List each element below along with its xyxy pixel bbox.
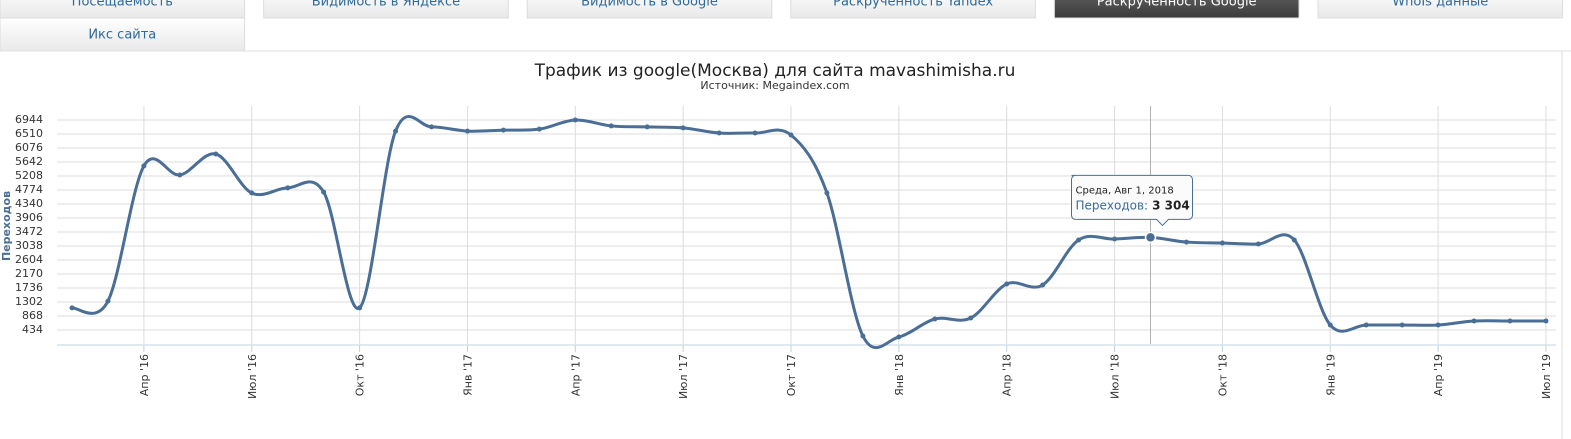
tab[interactable] (1053, 0, 1300, 19)
y-tick-label: 5642 (15, 155, 43, 168)
point[interactable] (321, 189, 327, 195)
x-tick-label: Янв '18 (893, 354, 906, 396)
point[interactable] (1327, 322, 1333, 328)
y-tick-label: 3906 (15, 211, 43, 224)
point[interactable] (429, 124, 434, 130)
y-tick-label: 868 (22, 309, 43, 322)
tab-label[interactable]: WhoIs данные (1392, 0, 1488, 10)
y-tick-label: 2604 (15, 253, 43, 266)
y-tick-label: 4340 (15, 197, 43, 210)
y-tick-label: 5208 (15, 169, 43, 182)
plot: 4348681302173621702604303834723906434047… (15, 106, 1556, 399)
chart-title: Трафик из google(Москва) для сайта mavas… (534, 61, 1016, 81)
y-tick-label: 6076 (15, 141, 43, 154)
x-tick-label: Апр '16 (138, 354, 151, 396)
x-tick-label: Апр '18 (1001, 354, 1014, 396)
point[interactable] (1507, 318, 1513, 324)
tooltip-series: Переходов: (1076, 198, 1149, 212)
y-tick-label: 3038 (15, 239, 43, 252)
tab-bar: Посещаемость Видимость в Яндексе Видимость… (0, 0, 1564, 52)
x-tick-label: Июл '19 (1540, 354, 1553, 399)
x-tick-label: Июл '18 (1109, 354, 1122, 399)
x-tick-label: Апр '17 (569, 354, 582, 396)
tab-label[interactable]: Посещаемость (72, 0, 173, 10)
point[interactable] (1543, 318, 1549, 324)
point[interactable] (177, 172, 183, 178)
point[interactable] (285, 185, 291, 191)
point[interactable] (141, 163, 147, 169)
y-tick-label: 6944 (15, 113, 43, 126)
y-tick-label: 3472 (15, 225, 43, 238)
y-tick-label: 1302 (15, 295, 43, 308)
tooltip-number: 3 304 (1152, 198, 1190, 212)
point[interactable] (69, 305, 75, 311)
point[interactable] (105, 298, 111, 304)
point[interactable] (1040, 282, 1046, 288)
x-tick-label: Окт '16 (354, 354, 367, 396)
point[interactable] (1471, 318, 1477, 324)
point[interactable] (500, 127, 506, 133)
point[interactable] (716, 130, 722, 136)
point[interactable] (249, 190, 255, 196)
point[interactable] (608, 123, 614, 129)
tooltip-value: Переходов: 3 304 (1076, 198, 1190, 212)
point[interactable] (968, 315, 974, 321)
tab-label[interactable]: Икс сайта (88, 28, 156, 43)
point[interactable] (1112, 236, 1118, 242)
tab[interactable] (0, 17, 246, 52)
tab-label[interactable]: Видимость в Яндексе (312, 0, 460, 10)
y-tick-label: 2170 (15, 267, 43, 280)
x-tick-label: Окт '17 (785, 354, 798, 396)
point[interactable] (824, 190, 830, 196)
point[interactable] (1144, 231, 1157, 244)
chart-subtitle: Источник: Megaindex.com (700, 79, 849, 92)
tab-label[interactable]: Видимость в Google (581, 0, 718, 10)
tab[interactable] (526, 0, 773, 19)
point[interactable] (464, 128, 470, 134)
tooltip-date: Среда, Авг 1, 2018 (1076, 185, 1174, 196)
point[interactable] (1004, 281, 1010, 287)
tab[interactable] (263, 0, 509, 19)
point[interactable] (932, 316, 938, 322)
x-tick-label: Янв '19 (1324, 354, 1337, 396)
point[interactable] (1291, 237, 1297, 243)
x-tick-label: Июл '16 (246, 354, 259, 399)
tooltip-box (1071, 174, 1193, 227)
x-tick-label: Июл '17 (677, 354, 690, 399)
point[interactable] (752, 130, 758, 136)
point[interactable] (788, 132, 794, 138)
tab-label[interactable]: Раскрученность Yandex (833, 0, 993, 10)
tab-label[interactable]: Раскрученность Google (1097, 0, 1257, 10)
point[interactable] (1435, 322, 1441, 328)
x-tick-label: Апр '19 (1432, 354, 1445, 396)
point[interactable] (1219, 240, 1225, 246)
x-tick-label: Окт '18 (1216, 354, 1229, 396)
point[interactable] (536, 126, 542, 132)
point[interactable] (213, 151, 219, 157)
y-tick-label: 434 (22, 323, 43, 336)
y-tick-label: 4774 (15, 183, 43, 196)
point[interactable] (572, 117, 578, 123)
point[interactable] (1255, 241, 1261, 247)
x-tick-label: Янв '17 (461, 354, 474, 396)
y-tick-label: 6510 (15, 127, 43, 140)
point[interactable] (1183, 239, 1189, 245)
point[interactable] (896, 334, 902, 340)
point[interactable] (1076, 237, 1082, 243)
point[interactable] (357, 305, 363, 311)
tab[interactable] (790, 0, 1036, 19)
point[interactable] (393, 128, 399, 134)
point[interactable] (1399, 322, 1405, 328)
point[interactable] (1363, 322, 1369, 328)
tab[interactable] (1317, 0, 1564, 19)
y-tick-label: 1736 (15, 281, 43, 294)
point[interactable] (860, 333, 866, 339)
point[interactable] (680, 125, 686, 131)
y-axis-title: Переходов (0, 191, 13, 261)
point[interactable] (644, 124, 650, 130)
